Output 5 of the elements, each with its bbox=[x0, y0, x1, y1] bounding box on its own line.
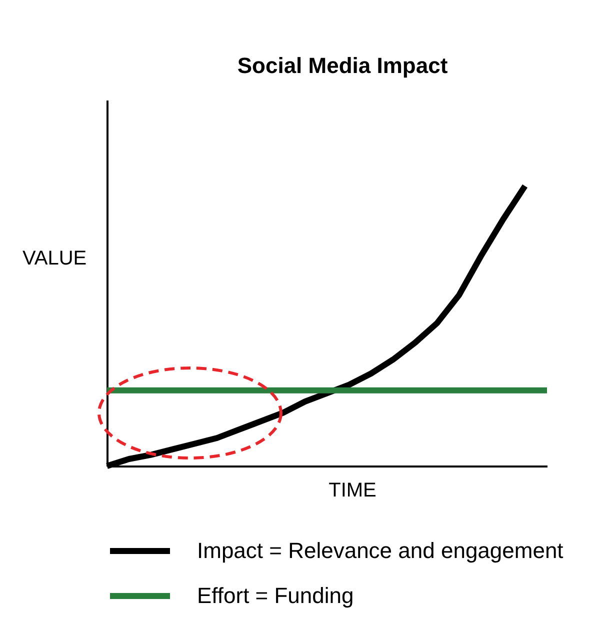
legend-label: Effort = Funding bbox=[197, 583, 354, 608]
x-axis-title: TIME bbox=[328, 480, 376, 502]
y-axis-title: VALUE bbox=[22, 248, 87, 270]
legend-label: Impact = Relevance and engagement bbox=[197, 538, 564, 563]
chart-title: Social Media Impact bbox=[237, 53, 448, 78]
